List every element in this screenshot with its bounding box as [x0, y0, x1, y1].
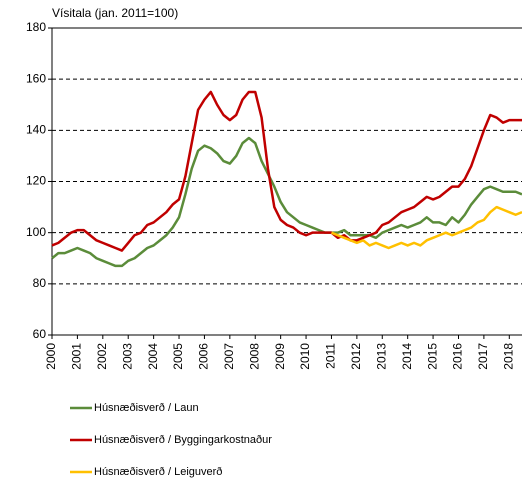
- x-tick-label: 2009: [273, 343, 287, 370]
- y-tick-label: 160: [26, 71, 46, 85]
- legend-label: Húsnæðisverð / Byggingarkostnaður: [94, 434, 272, 446]
- y-tick-label: 140: [26, 123, 46, 137]
- x-tick-label: 2007: [222, 343, 236, 370]
- series-line: [51, 136, 522, 268]
- x-tick-label: 2000: [44, 343, 58, 370]
- y-tick-label: 100: [26, 225, 46, 239]
- y-tick-label: 60: [33, 327, 47, 341]
- x-tick-label: 2012: [349, 343, 363, 370]
- x-tick-label: 2005: [171, 343, 185, 370]
- series-line: [330, 205, 522, 250]
- x-tick-label: 2003: [120, 343, 134, 370]
- y-tick-label: 180: [26, 20, 46, 34]
- x-tick-label: 2013: [374, 343, 388, 370]
- legend-label: Húsnæðisverð / Leiguverð: [94, 466, 222, 478]
- x-tick-label: 2014: [400, 343, 414, 370]
- x-tick-label: 2011: [324, 343, 338, 369]
- x-tick-label: 2010: [298, 343, 312, 370]
- legend-label: Húsnæðisverð / Laun: [94, 402, 199, 414]
- y-tick-label: 80: [33, 276, 47, 290]
- y-tick-label: 120: [26, 174, 46, 188]
- x-tick-label: 2018: [501, 343, 515, 370]
- chart-title: Vísitala (jan. 2011=100): [52, 6, 178, 20]
- x-tick-label: 2002: [95, 343, 109, 370]
- series-line: [51, 90, 522, 252]
- x-tick-label: 2008: [247, 343, 261, 370]
- x-tick-label: 2001: [70, 343, 84, 370]
- x-tick-label: 2004: [146, 343, 160, 370]
- x-tick-label: 2016: [451, 343, 465, 370]
- x-tick-label: 2017: [476, 343, 490, 370]
- x-tick-label: 2006: [197, 343, 211, 370]
- x-tick-label: 2015: [425, 343, 439, 370]
